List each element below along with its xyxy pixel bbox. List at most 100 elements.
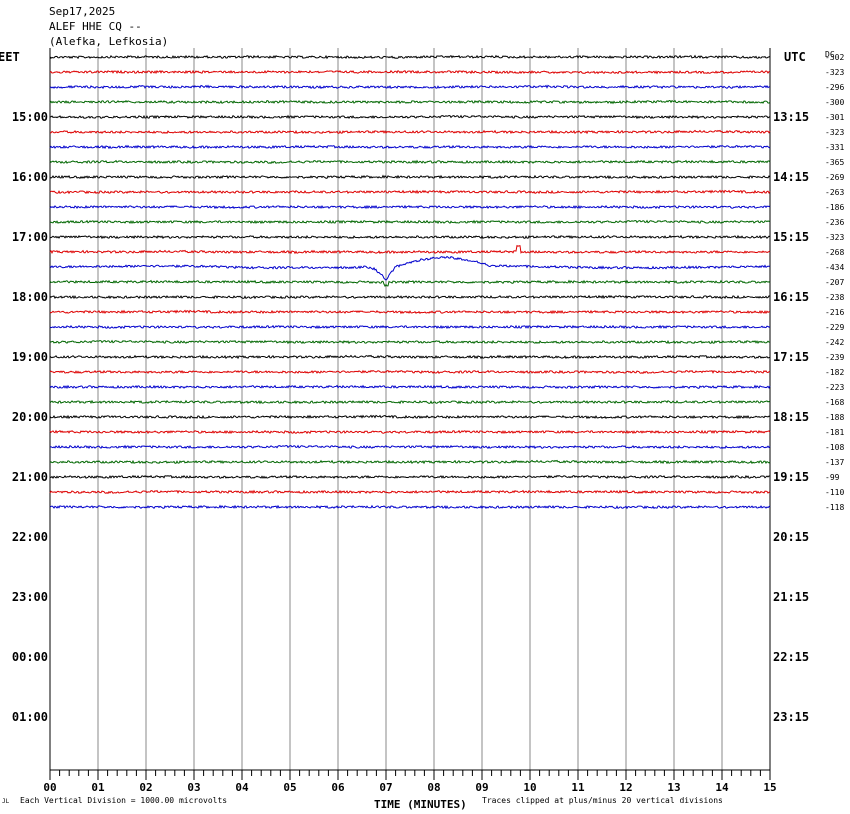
left-hour-label: 21:00: [12, 470, 48, 484]
dc-offset-label: -229: [825, 323, 844, 332]
left-hour-label: 17:00: [12, 230, 48, 244]
trace-row: [49, 309, 771, 315]
right-timezone: UTC: [784, 50, 806, 64]
dc-offset-label: -323: [825, 68, 844, 77]
trace-row: [49, 159, 771, 165]
x-axis-label: TIME (MINUTES): [374, 798, 467, 811]
dc-offset-label: -207: [825, 278, 844, 287]
dc-label: DC: [825, 50, 835, 59]
trace-row: [49, 489, 771, 495]
dc-offset-label: -118: [825, 503, 844, 512]
dc-offset-label: -188: [825, 413, 844, 422]
trace-row: [49, 339, 771, 345]
dc-offset-label: -268: [825, 248, 844, 257]
x-tick-label: 00: [43, 781, 56, 794]
left-hour-label: 22:00: [12, 530, 48, 544]
trace-row: [49, 189, 771, 195]
x-tick-label: 02: [139, 781, 152, 794]
right-hour-label: 16:15: [773, 290, 809, 304]
x-tick-label: 08: [427, 781, 440, 794]
trace-row: [49, 244, 771, 255]
trace-row: [49, 99, 771, 105]
trace-row: [49, 504, 771, 510]
trace-row: [49, 294, 771, 300]
axis-labels: 00 01 02 03 04 05 06 07 08 09 10 11 12 13 14 15 15:00 13:…: [12, 53, 845, 794]
dc-offset-label: -99: [825, 473, 840, 482]
dc-offset-label: -186: [825, 203, 844, 212]
trace-row: [49, 255, 771, 281]
left-hour-label: 19:00: [12, 350, 48, 364]
right-hour-label: 13:15: [773, 110, 809, 124]
trace-row: [49, 429, 771, 435]
dc-offset-label: -296: [825, 83, 844, 92]
x-tick-label: 13: [667, 781, 680, 794]
dc-offset-label: -263: [825, 188, 844, 197]
trace-row: [49, 219, 771, 225]
trace-row: [49, 474, 771, 480]
dc-offset-label: -223: [825, 383, 844, 392]
trace-row: [49, 114, 771, 120]
right-hour-label: 14:15: [773, 170, 809, 184]
dc-offset-label: -238: [825, 293, 844, 302]
dc-offset-label: -323: [825, 128, 844, 137]
dc-offset-label: -137: [825, 458, 844, 467]
trace-row: [49, 129, 771, 135]
trace-row: [49, 324, 771, 330]
grid-lines: [49, 48, 771, 780]
date-title: Sep17,2025: [49, 5, 116, 18]
scale-note: Each Vertical Division = 1000.00 microvo…: [20, 796, 228, 805]
trace-row: [49, 69, 770, 75]
dc-offset-label: -168: [825, 398, 844, 407]
dc-offset-label: -301: [825, 113, 844, 122]
x-tick-label: 05: [283, 781, 296, 794]
dc-offset-label: -300: [825, 98, 844, 107]
left-hour-label: 20:00: [12, 410, 48, 424]
trace-row: [49, 354, 771, 360]
right-hour-label: 15:15: [773, 230, 809, 244]
x-tick-label: 12: [619, 781, 632, 794]
dc-offset-label: -236: [825, 218, 844, 227]
x-tick-label: 06: [331, 781, 345, 794]
x-tick-label: 03: [187, 781, 200, 794]
dc-offset-label: -110: [825, 488, 844, 497]
dc-offset-label: -323: [825, 233, 844, 242]
clipped-note: Traces clipped at plus/minus 20 vertical…: [482, 796, 723, 805]
right-hour-label: 19:15: [773, 470, 809, 484]
trace-row: [49, 384, 771, 390]
dc-offset-label: -108: [825, 443, 844, 452]
x-tick-label: 04: [235, 781, 249, 794]
x-tick-label: 10: [523, 781, 536, 794]
right-hour-label: 17:15: [773, 350, 809, 364]
trace-row: [49, 234, 771, 240]
trace-row: [49, 279, 771, 288]
station-title: ALEF HHE CQ --: [49, 20, 142, 33]
x-tick-label: 09: [475, 781, 488, 794]
trace-row: [49, 414, 771, 420]
x-tick-label: 15: [763, 781, 776, 794]
x-tick-label: 11: [571, 781, 585, 794]
dc-offset-label: -434: [825, 263, 844, 272]
dc-offset-label: -302: [825, 53, 844, 62]
left-hour-label: 15:00: [12, 110, 48, 124]
dc-offset-label: -216: [825, 308, 844, 317]
trace-row: [49, 84, 771, 90]
trace-row: [49, 459, 771, 465]
dc-offset-label: -239: [825, 353, 844, 362]
left-hour-label: 16:00: [12, 170, 48, 184]
x-tick-label: 01: [91, 781, 105, 794]
trace-row: [49, 54, 771, 60]
left-hour-label: 23:00: [12, 590, 48, 604]
dc-offset-label: -242: [825, 338, 844, 347]
x-tick-label: 07: [379, 781, 392, 794]
trace-row: [49, 369, 771, 375]
left-hour-label: 00:00: [12, 650, 48, 664]
right-hour-label: 20:15: [773, 530, 809, 544]
dc-offset-label: -331: [825, 143, 844, 152]
right-hour-label: 21:15: [773, 590, 809, 604]
left-hour-label: 18:00: [12, 290, 48, 304]
left-timezone: EET: [0, 50, 20, 64]
traces: [49, 54, 771, 510]
dc-offset-label: -182: [825, 368, 844, 377]
dc-offset-label: -365: [825, 158, 844, 167]
